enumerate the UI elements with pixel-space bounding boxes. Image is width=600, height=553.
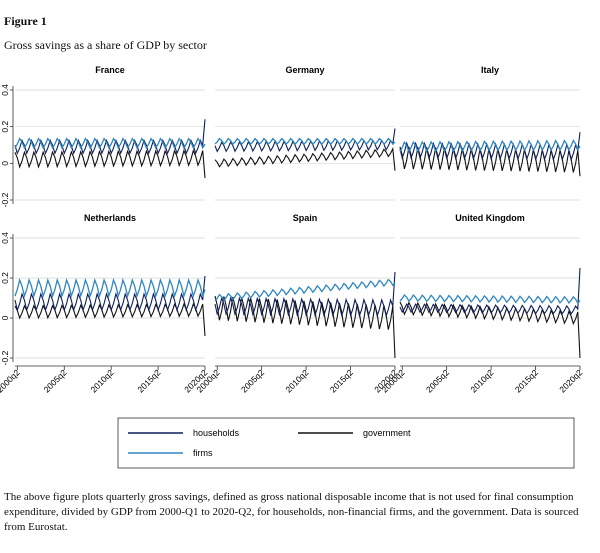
panel-netherlands: Netherlands -0.2 0 0.2 0.4 2000q2 2005q2 2010q2… — [0, 213, 210, 394]
series-line-households — [214, 128, 396, 153]
y-tick-label: -0.2 — [0, 350, 10, 365]
legend-label-households: households — [193, 428, 240, 438]
series-line-firms — [214, 278, 396, 302]
panel-title: Netherlands — [84, 213, 136, 223]
y-tick-label: -0.2 — [0, 192, 10, 207]
x-tick-label: 2015q2 — [328, 367, 355, 394]
series-line-households — [214, 271, 396, 318]
series-line-firms — [214, 137, 396, 146]
series-line-government — [214, 295, 396, 359]
panel-france: France -0.2 0 0.2 0.4 — [0, 65, 206, 207]
series-line-households — [14, 119, 206, 155]
series-line-firms — [14, 137, 206, 150]
panel-italy: Italy — [399, 65, 581, 201]
panel-title: France — [95, 65, 125, 75]
legend: households government firms — [117, 417, 575, 469]
x-tick-label: 2010q2 — [468, 367, 495, 394]
x-tick-label: 2005q2 — [424, 367, 451, 394]
panel-title: Italy — [481, 65, 499, 75]
figure-title: Figure 1 — [4, 14, 47, 28]
figure-caption: The above figure plots quarterly gross s… — [4, 491, 579, 533]
x-tick-label: 2020q2 — [557, 367, 584, 394]
y-tick-label: 0 — [0, 315, 10, 320]
series-line-households — [14, 275, 206, 312]
y-tick-label: 0.4 — [0, 232, 10, 244]
figure-subtitle: Gross savings as a share of GDP by secto… — [4, 38, 207, 52]
legend-label-firms: firms — [193, 448, 213, 458]
y-tick-label: 0.2 — [0, 272, 10, 284]
panel-title: Spain — [293, 213, 318, 223]
panel-germany: Germany — [214, 65, 396, 201]
x-tick-label: 2005q2 — [239, 367, 266, 394]
x-tick-label: 2010q2 — [88, 367, 115, 394]
panel-title: United Kingdom — [455, 213, 525, 223]
series-line-government — [14, 148, 206, 179]
x-tick-label: 2015q2 — [135, 367, 162, 394]
x-tick-label: 2015q2 — [513, 367, 540, 394]
legend-box — [117, 417, 575, 469]
series-line-firms — [399, 139, 581, 153]
x-tick-label: 2005q2 — [42, 367, 69, 394]
series-line-firms — [14, 277, 206, 299]
x-tick-label: 2000q2 — [0, 367, 22, 394]
y-tick-label: 0.2 — [0, 120, 10, 132]
series-line-firms — [399, 293, 581, 305]
x-tick-label: 2010q2 — [283, 367, 310, 394]
series-line-households — [399, 267, 581, 316]
legend-label-government: government — [363, 428, 411, 438]
chart-svg: France -0.2 0 0.2 0.4 Germany Italy Netherlands… — [0, 65, 585, 469]
series-line-government — [214, 146, 396, 171]
panel-title: Germany — [285, 65, 324, 75]
y-tick-label: 0.4 — [0, 84, 10, 96]
y-tick-label: 0 — [0, 161, 10, 166]
